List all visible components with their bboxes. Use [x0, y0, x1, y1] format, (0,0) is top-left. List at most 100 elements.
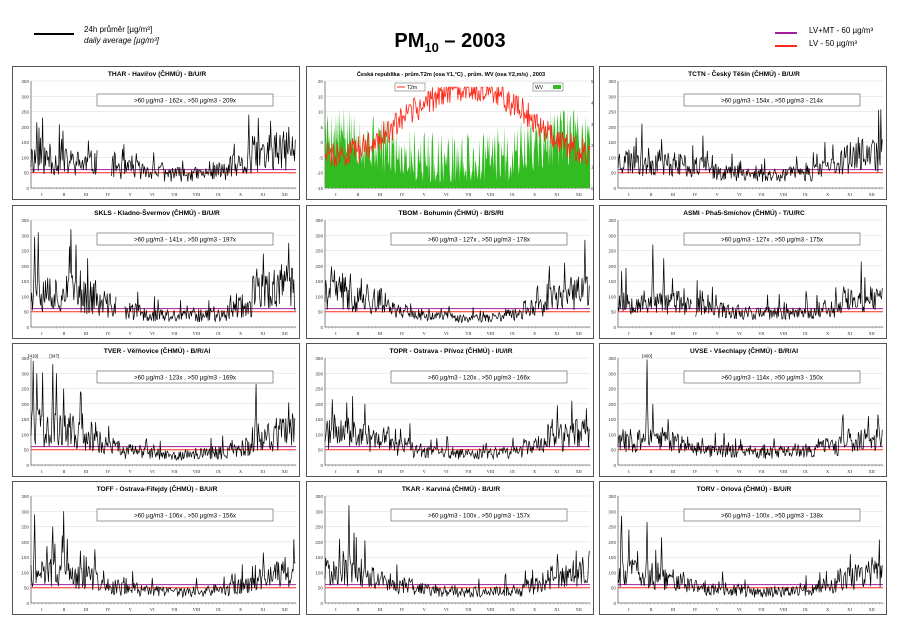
stats-box — [390, 508, 568, 522]
legend-wv: WV — [532, 82, 564, 92]
month-label: IV — [106, 607, 111, 612]
month-label: IV — [693, 331, 698, 336]
month-label: II — [649, 607, 652, 612]
month-label: I — [335, 607, 337, 612]
month-label: III — [84, 331, 89, 336]
y-tick-label: 250 — [608, 525, 616, 530]
month-label: VI — [150, 607, 155, 612]
month-label: VIII — [487, 607, 495, 612]
month-label: IX — [510, 192, 515, 197]
stats-text: >60 µg/m3 - 120x , >50 µg/m3 - 166x — [428, 374, 531, 381]
peak-annotation: [347] — [49, 354, 59, 359]
y-tick-label: 100 — [21, 432, 29, 437]
pm10-series-line — [324, 396, 590, 460]
month-label: I — [628, 607, 630, 612]
month-label: V — [716, 331, 720, 336]
month-label: XI — [554, 607, 559, 612]
month-label: XII — [282, 607, 289, 612]
chart-svg: TOFF - Ostrava-Fifejdy (ČHMÚ) - B/U/R 0 50… — [21, 484, 297, 612]
pm10-series-line — [695, 261, 883, 321]
pm10-series-line — [617, 244, 692, 315]
stats-text: >60 µg/m3 - 141x , >50 µg/m3 - 197x — [134, 236, 237, 243]
month-label: IX — [803, 192, 808, 197]
month-label: V — [423, 331, 427, 336]
y-tick-label: 150 — [21, 555, 29, 560]
y-tick-label: 300 — [608, 371, 616, 376]
month-label: IV — [106, 192, 111, 197]
month-label: IV — [400, 192, 405, 197]
month-label: VII — [758, 607, 765, 612]
y-tick-label: 15 — [318, 94, 324, 99]
y-tick-label: 150 — [21, 140, 29, 145]
month-label: IX — [803, 331, 808, 336]
month-label: VIII — [487, 331, 495, 336]
y-tick-label: 150 — [608, 417, 616, 422]
y-tick-label: 200 — [315, 264, 323, 269]
y2-tick-label: 1 — [591, 165, 594, 170]
y-tick-label: 250 — [315, 249, 323, 254]
y-tick-label: 50 — [318, 448, 324, 453]
month-label: X — [239, 607, 243, 612]
month-label: VII — [171, 607, 178, 612]
month-label: IX — [510, 469, 515, 474]
y-tick-label: 0 — [26, 186, 29, 191]
month-label: XII — [576, 331, 583, 336]
chart-title: TKAR - Karviná (ČHMÚ) - B/U/R — [402, 484, 500, 493]
stats-text: >60 µg/m3 - 127x , >50 µg/m3 - 178x — [428, 236, 531, 243]
chart-svg: Česká republika - prům.T2m (osa Y1,°C) ,… — [316, 71, 594, 197]
exceedance-stats: >60 µg/m3 - 120x , >50 µg/m3 - 166x — [390, 370, 568, 384]
y-tick-label: 0 — [613, 186, 616, 191]
stats-text: >60 µg/m3 - 162x , >50 µg/m3 - 209x — [134, 97, 237, 104]
month-label: IV — [400, 331, 405, 336]
legend-label: T2m — [407, 85, 417, 91]
month-label: VI — [737, 469, 742, 474]
y-tick-label: 150 — [608, 279, 616, 284]
chart-svg: ASMI - Pha5-Smíchov (ČHMÚ) - T/U/RC 0 50 10… — [608, 208, 884, 336]
y-tick-label: 150 — [315, 417, 323, 422]
y-tick-label: 200 — [21, 264, 29, 269]
chart-panel: TORV - Orlová (ČHMÚ) - B/U/R 0 50 100 150 200… — [599, 481, 887, 615]
pm10-series-line — [324, 505, 590, 598]
chart-svg: TVER - Věřňovice (ČHMÚ) - B/R/AI 0 50 100 15… — [21, 346, 297, 474]
month-label: VII — [465, 607, 472, 612]
y-tick-label: -5 — [319, 155, 324, 160]
y-tick-label: 200 — [608, 264, 616, 269]
month-label: VII — [758, 192, 765, 197]
month-label: II — [62, 607, 65, 612]
chart-panel: TCTN - Český Těšín (ČHMÚ) - B/U/R 0 50 100 1… — [599, 66, 887, 200]
month-label: VII — [465, 331, 472, 336]
month-label: IX — [510, 331, 515, 336]
y-tick-label: 300 — [608, 233, 616, 238]
month-label: IV — [400, 607, 405, 612]
y-tick-label: 250 — [315, 525, 323, 530]
month-label: V — [423, 607, 427, 612]
month-label: IX — [216, 607, 221, 612]
y-tick-label: 50 — [611, 448, 617, 453]
y-tick-label: 0 — [613, 325, 616, 330]
y-tick-label: 50 — [24, 586, 30, 591]
y-tick-label: 50 — [24, 448, 30, 453]
title-sub: 10 — [424, 40, 439, 55]
month-label: IV — [693, 469, 698, 474]
pm10-series-line — [111, 114, 296, 182]
month-label: VIII — [780, 607, 788, 612]
exceedance-stats: >60 µg/m3 - 127x , >50 µg/m3 - 175x — [683, 232, 861, 246]
chart-title: TCTN - Český Těšín (ČHMÚ) - B/U/R — [688, 69, 800, 78]
chart-title: THAR - Havířov (ČHMÚ) - B/U/R — [108, 69, 206, 78]
y-tick-label: 200 — [608, 125, 616, 130]
y-tick-label: 50 — [611, 171, 617, 176]
month-label: XI — [260, 192, 265, 197]
month-label: XII — [869, 469, 876, 474]
chart-svg: TCTN - Český Těšín (ČHMÚ) - B/U/R 0 50 100 1… — [608, 69, 884, 197]
y-tick-label: 200 — [608, 402, 616, 407]
month-label: III — [378, 469, 383, 474]
month-label: IV — [693, 192, 698, 197]
stats-box — [390, 232, 568, 246]
month-label: X — [826, 607, 830, 612]
month-label: III — [671, 607, 676, 612]
y-tick-label: 350 — [21, 494, 29, 499]
month-label: I — [41, 192, 43, 197]
month-label: II — [62, 331, 65, 336]
legend-lv-swatch — [775, 45, 797, 47]
month-label: VI — [150, 331, 155, 336]
